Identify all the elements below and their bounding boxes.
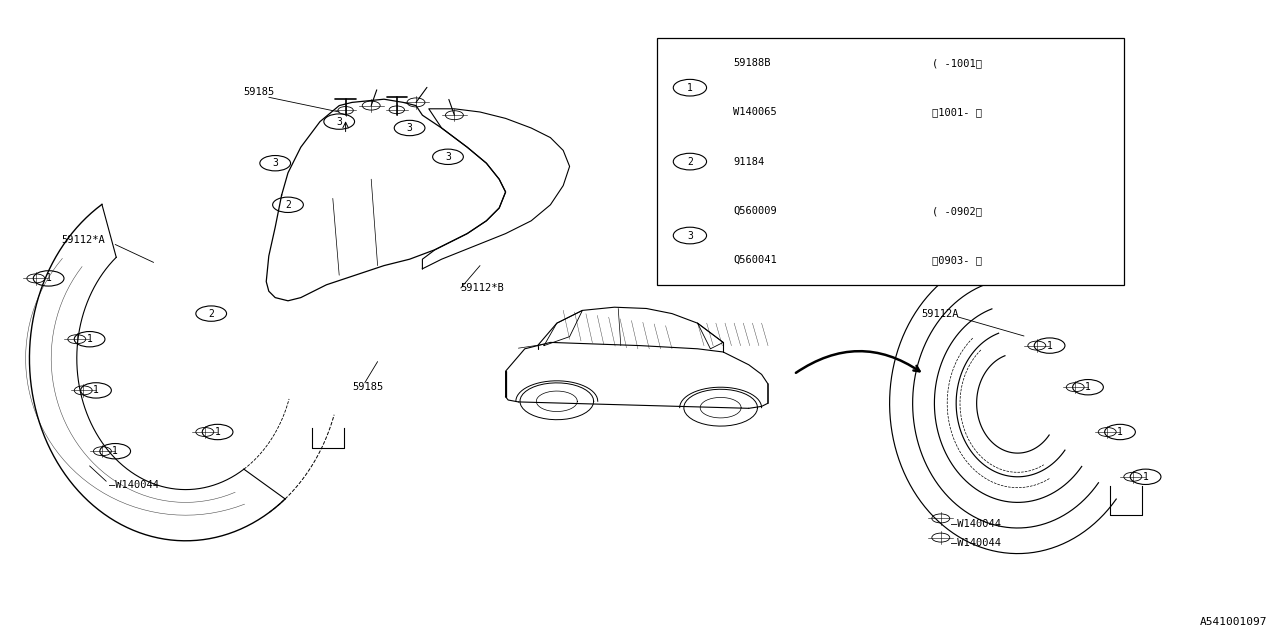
Text: 59188B: 59188B	[733, 58, 771, 68]
Text: —W140044: —W140044	[951, 518, 1001, 529]
Text: —W140044: —W140044	[109, 480, 159, 490]
Text: 1: 1	[87, 334, 92, 344]
Text: 2: 2	[687, 157, 692, 166]
Text: —W140044: —W140044	[951, 538, 1001, 548]
Text: 1: 1	[1143, 472, 1148, 482]
Text: 3: 3	[687, 230, 692, 241]
Bar	[657, 38, 1124, 285]
Text: 1: 1	[1117, 427, 1123, 437]
Text: 59185: 59185	[243, 87, 274, 97]
Text: 1: 1	[46, 273, 51, 284]
Text: （0903- ）: （0903- ）	[932, 255, 982, 265]
Text: W140065: W140065	[733, 108, 777, 117]
Text: 3: 3	[445, 152, 451, 162]
Text: 59112*A: 59112*A	[61, 235, 105, 245]
Text: 59185: 59185	[352, 382, 383, 392]
Text: 3: 3	[337, 116, 342, 127]
Text: 59112A: 59112A	[922, 308, 959, 319]
Text: 1: 1	[113, 446, 118, 456]
Text: 59112*B: 59112*B	[461, 283, 504, 293]
Text: 1: 1	[215, 427, 220, 437]
Text: 1: 1	[93, 385, 99, 396]
Text: Q560041: Q560041	[733, 255, 777, 265]
Text: 3: 3	[273, 158, 278, 168]
Text: 1: 1	[1085, 382, 1091, 392]
Text: 91184: 91184	[733, 157, 764, 166]
Text: 3: 3	[407, 123, 412, 133]
Text: ( -0902）: ( -0902）	[932, 206, 982, 216]
Text: A541001097: A541001097	[1199, 617, 1267, 627]
Text: 1: 1	[687, 83, 692, 93]
Text: 2: 2	[285, 200, 291, 210]
Text: ( -1001）: ( -1001）	[932, 58, 982, 68]
Text: 2: 2	[209, 308, 214, 319]
Text: 1: 1	[1047, 340, 1052, 351]
Text: （1001- ）: （1001- ）	[932, 108, 982, 117]
Text: Q560009: Q560009	[733, 206, 777, 216]
